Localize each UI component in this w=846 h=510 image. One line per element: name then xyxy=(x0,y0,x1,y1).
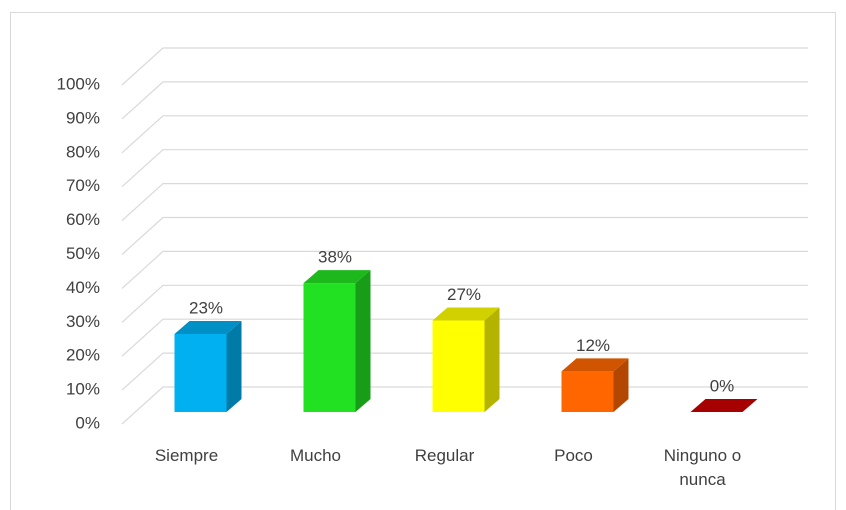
y-tick-label: 60% xyxy=(66,210,100,229)
x-tick-label: Mucho xyxy=(289,446,342,465)
y-tick-label: 20% xyxy=(66,346,100,365)
x-tick-label: Poco xyxy=(554,446,593,465)
grid-line xyxy=(121,115,808,154)
grid-line xyxy=(121,352,808,391)
x-tick-label: Regular xyxy=(414,446,475,465)
grid-line xyxy=(121,183,808,222)
bar-front xyxy=(303,283,356,412)
grid-line xyxy=(121,250,808,289)
data-label: 23% xyxy=(189,299,223,318)
data-label: 0% xyxy=(710,376,735,395)
y-tick-label: 50% xyxy=(66,244,100,263)
bar-top xyxy=(432,307,500,321)
bar-front xyxy=(561,371,614,412)
grid-line xyxy=(121,216,808,255)
x-tick-label: Siempre xyxy=(154,446,219,465)
bar-top xyxy=(690,399,758,412)
y-tick-label: 70% xyxy=(66,176,100,195)
y-tick-label: 0% xyxy=(75,413,100,432)
y-tick-label: 80% xyxy=(66,142,100,161)
bar xyxy=(432,307,500,412)
bar-top xyxy=(561,358,629,372)
y-tick-label: 100% xyxy=(57,74,100,93)
chart-border xyxy=(10,12,836,510)
bar-top xyxy=(174,321,242,335)
bar-side xyxy=(484,307,500,412)
bar-top xyxy=(303,270,371,284)
bar-front xyxy=(174,334,227,412)
bar-side xyxy=(226,321,242,412)
y-tick-label: 30% xyxy=(66,312,100,331)
bar xyxy=(174,321,242,412)
bar-side xyxy=(355,270,371,412)
grid-line xyxy=(121,81,808,120)
bar-side xyxy=(613,358,629,412)
x-tick-label: Ninguno o nunca xyxy=(663,446,742,489)
bar xyxy=(561,358,629,412)
y-tick-label: 40% xyxy=(66,278,100,297)
bar xyxy=(303,270,371,412)
grid-line xyxy=(121,47,808,86)
grid-line xyxy=(121,318,808,357)
y-tick-label: 90% xyxy=(66,108,100,127)
data-label: 12% xyxy=(576,336,610,355)
data-label: 38% xyxy=(318,248,352,267)
bar-front xyxy=(432,320,485,412)
data-label: 27% xyxy=(447,285,481,304)
grid-line xyxy=(121,284,808,323)
grid-line xyxy=(121,149,808,188)
y-tick-label: 10% xyxy=(66,380,100,399)
bar xyxy=(690,399,758,412)
